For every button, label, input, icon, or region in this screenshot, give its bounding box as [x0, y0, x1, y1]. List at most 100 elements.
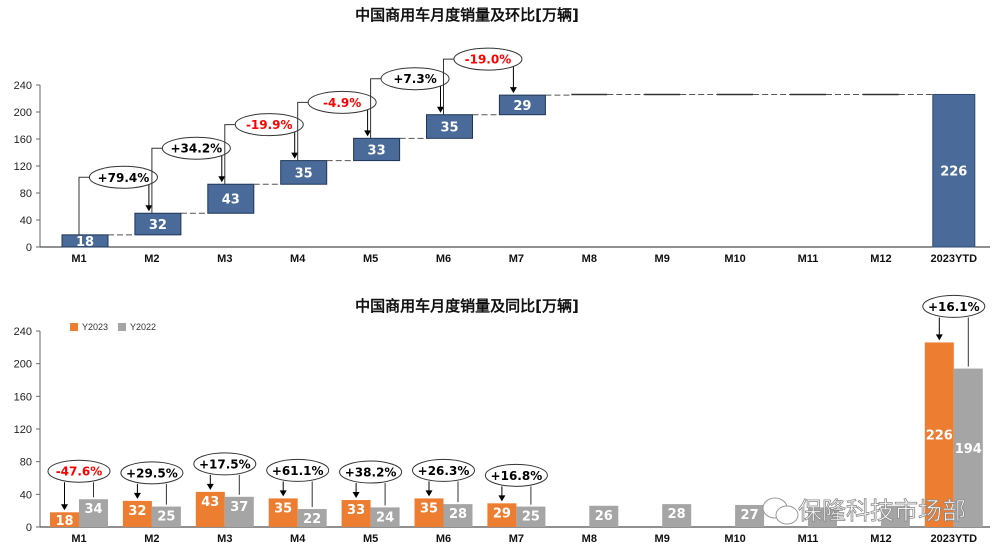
- bar-y2023: [268, 498, 298, 527]
- x-tick-label: M9: [655, 533, 670, 545]
- arrow-head: [935, 334, 943, 341]
- bar-label-y2022: 25: [522, 510, 540, 525]
- arrow-head: [133, 492, 141, 499]
- x-tick-label: M7: [509, 253, 524, 265]
- bar-label: 35: [440, 121, 458, 136]
- x-tick-label: M11: [798, 533, 819, 545]
- bar-label-y2023: 43: [201, 495, 219, 510]
- x-tick-label: M3: [217, 533, 232, 545]
- bar: [426, 114, 473, 139]
- bar-y2022: [151, 506, 181, 527]
- bar-label-y2023: 32: [128, 504, 146, 519]
- bar-y2022: [443, 504, 473, 527]
- bar-label: 18: [76, 235, 94, 250]
- bar-y2022: [880, 505, 910, 527]
- callout-ellipse: [88, 165, 158, 189]
- x-tick-label: M1: [71, 533, 86, 545]
- callout-label: +34.2%: [171, 142, 223, 156]
- bar-y2022: [516, 506, 546, 527]
- bar-label: 35: [295, 166, 313, 181]
- callout-ellipse: [380, 67, 450, 91]
- bar-label: 33: [368, 143, 386, 158]
- bar: [207, 183, 255, 214]
- callout-label: -4.9%: [323, 96, 361, 110]
- y-tick-label: 0: [26, 242, 32, 254]
- bar-label-y2023: 35: [274, 501, 292, 516]
- bar-label: 226: [940, 165, 967, 180]
- arrow-head: [61, 504, 68, 511]
- callout-leader: [297, 101, 309, 161]
- callout-ellipse: [234, 113, 304, 137]
- bar-label-y2022: 28: [449, 507, 467, 522]
- bar-label: 29: [513, 99, 531, 114]
- x-tick-label: M4: [290, 253, 306, 265]
- legend-swatch-y2023: [70, 323, 78, 331]
- x-tick-label: M11: [798, 253, 819, 265]
- bar-label-y2022: 37: [230, 500, 248, 515]
- arrow-head: [291, 152, 299, 159]
- callout-leader: [370, 78, 382, 139]
- y-tick-label: 80: [20, 188, 32, 200]
- callout-label: +17.5%: [199, 457, 251, 471]
- bar-y2023: [487, 503, 517, 527]
- bar-label-y2022: 22: [303, 512, 321, 527]
- bar-total: [932, 93, 976, 248]
- callout-ellipse: [339, 460, 403, 484]
- y-tick-label: 240: [14, 80, 32, 92]
- bar-y2022: [370, 507, 400, 527]
- arrow-head: [352, 492, 360, 499]
- arrow-head: [279, 490, 287, 497]
- bar-y2022: [224, 496, 254, 527]
- callout-label: +26.3%: [418, 464, 470, 478]
- bar: [61, 234, 109, 248]
- x-tick-label: M9: [655, 253, 670, 265]
- x-tick-label: M5: [363, 253, 378, 265]
- callout-ellipse: [120, 461, 184, 485]
- chart1-title: 中国商用车月度销量及环比[万辆]: [355, 6, 579, 24]
- x-tick-label: 2023YTD: [931, 253, 978, 265]
- callout-ellipse: [307, 90, 377, 114]
- bar-label-y2022: 34: [84, 502, 102, 517]
- x-tick-label: M2: [144, 253, 159, 265]
- x-tick-label: M12: [870, 533, 891, 545]
- bar-y2022: [297, 509, 327, 527]
- bar-y2023: [341, 500, 371, 527]
- bar-y2023: [195, 491, 225, 527]
- callout-ellipse: [412, 458, 475, 482]
- bar-label-y2022: 27: [741, 508, 759, 523]
- bar: [134, 212, 182, 236]
- callout-ellipse: [47, 459, 111, 483]
- arrow-head: [437, 106, 444, 113]
- bar-y2023: [122, 500, 152, 527]
- x-tick-label: 2023YTD: [931, 533, 978, 545]
- x-tick-label: M7: [509, 533, 524, 545]
- callout-label: -19.0%: [465, 53, 512, 67]
- bar-y2022: [953, 368, 983, 527]
- bar-label-y2023: 226: [926, 429, 953, 444]
- legend-label-y2022: Y2022: [130, 322, 156, 332]
- x-tick-label: M10: [724, 253, 745, 265]
- callout-label: +29.5%: [126, 466, 178, 480]
- callout-ellipse: [484, 463, 548, 487]
- bar-y2022: [589, 505, 619, 527]
- bar-label: 43: [222, 193, 240, 208]
- y-tick-label: 120: [14, 161, 32, 173]
- y-tick-label: 0: [26, 522, 32, 534]
- bar-y2022: [735, 504, 765, 527]
- arrow-head: [498, 495, 506, 502]
- callout-ellipse: [453, 47, 523, 71]
- x-tick-label: M6: [436, 533, 451, 545]
- y-tick-label: 160: [14, 391, 32, 403]
- x-tick-label: M4: [290, 533, 306, 545]
- legend-swatch-y2022: [118, 323, 126, 331]
- chart2-title: 中国商用车月度销量及同比[万辆]: [355, 297, 579, 315]
- y-tick-label: 240: [14, 326, 32, 338]
- bar-label-y2022: 24: [376, 510, 394, 525]
- bar: [498, 94, 546, 116]
- callout-ellipse: [161, 136, 231, 160]
- callout-leader: [443, 58, 454, 115]
- bar-label-y2023: 29: [493, 506, 511, 521]
- x-tick-label: M2: [144, 533, 159, 545]
- arrow-head: [218, 176, 226, 183]
